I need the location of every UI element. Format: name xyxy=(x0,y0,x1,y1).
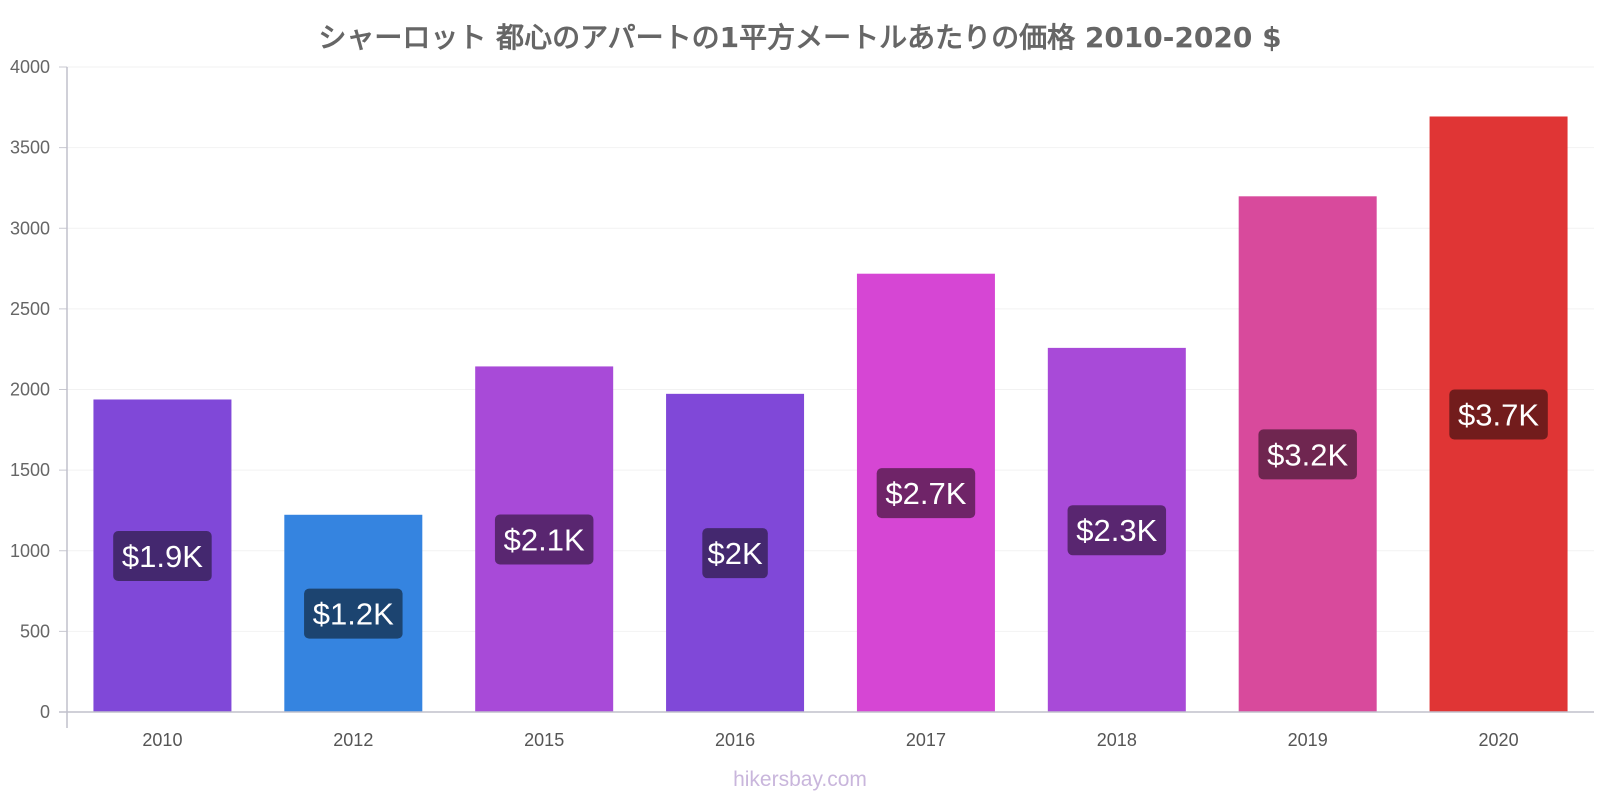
data-label: $3.2K xyxy=(1267,437,1348,472)
data-label-background xyxy=(702,528,768,579)
data-label: $2.7K xyxy=(885,476,966,511)
x-tick-label: 2017 xyxy=(906,730,946,750)
data-label-background xyxy=(494,514,594,565)
y-tick-label: 1500 xyxy=(10,460,50,480)
y-tick-label: 500 xyxy=(20,621,50,641)
axes: 0 500 1000 1500 2000 2500 3000 3500 4000 2010 2012… xyxy=(10,57,1594,750)
y-tick-label: 1000 xyxy=(10,541,50,561)
x-tick-label: 2010 xyxy=(142,730,182,750)
data-label-background xyxy=(113,530,212,581)
chart-title: シャーロット 都心のアパートの1平方メートルあたりの価格 2010-2020 $ xyxy=(318,21,1282,54)
data-label-background xyxy=(1449,389,1548,440)
x-tick-label: 2012 xyxy=(333,730,373,750)
data-label-background xyxy=(876,468,976,519)
y-tick-label: 2000 xyxy=(10,380,50,400)
data-label: $3.7K xyxy=(1458,397,1539,432)
data-label: $2K xyxy=(707,536,762,571)
watermark[interactable]: hikersbay.com xyxy=(733,768,867,791)
data-label: $2.1K xyxy=(504,522,585,557)
y-tick-label: 4000 xyxy=(10,57,50,77)
data-label: $2.3K xyxy=(1076,513,1157,548)
y-tick-label: 3500 xyxy=(10,138,50,158)
x-tick-label: 2015 xyxy=(524,730,564,750)
data-label-background xyxy=(1067,505,1167,556)
x-tick-label: 2020 xyxy=(1479,730,1519,750)
y-tick-label: 2500 xyxy=(10,299,50,319)
x-tick-label: 2016 xyxy=(715,730,755,750)
data-label-background xyxy=(1258,429,1357,480)
data-labels: $1.9K $1.2K $2.1K $2K $2.7K $2.3K $3.2K $3.7K xyxy=(113,389,1548,639)
x-tick-label: 2019 xyxy=(1288,730,1328,750)
data-label-background xyxy=(304,588,403,639)
data-label: $1.9K xyxy=(122,539,203,574)
y-tick-label: 0 xyxy=(40,702,50,722)
y-tick-label: 3000 xyxy=(10,218,50,238)
x-tick-label: 2018 xyxy=(1097,730,1137,750)
data-label: $1.2K xyxy=(313,597,394,632)
